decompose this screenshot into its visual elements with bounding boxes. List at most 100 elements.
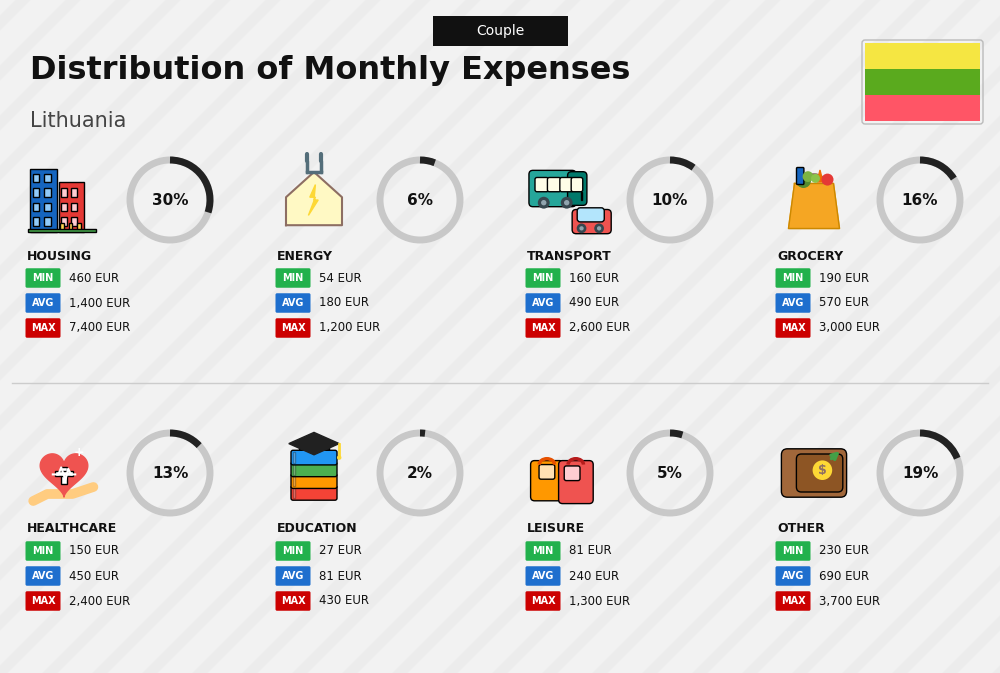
Text: MIN: MIN <box>782 546 804 556</box>
FancyBboxPatch shape <box>539 464 555 479</box>
Text: 81 EUR: 81 EUR <box>319 569 362 583</box>
Polygon shape <box>289 432 339 455</box>
Text: 460 EUR: 460 EUR <box>69 271 119 285</box>
FancyBboxPatch shape <box>526 318 560 338</box>
FancyBboxPatch shape <box>299 443 329 451</box>
Text: MAX: MAX <box>531 323 555 333</box>
Polygon shape <box>817 170 823 182</box>
Text: 690 EUR: 690 EUR <box>819 569 869 583</box>
Text: AVG: AVG <box>532 298 554 308</box>
FancyBboxPatch shape <box>60 223 64 230</box>
FancyBboxPatch shape <box>571 178 583 192</box>
FancyBboxPatch shape <box>276 318 311 338</box>
FancyBboxPatch shape <box>865 69 980 95</box>
FancyBboxPatch shape <box>796 454 843 492</box>
FancyBboxPatch shape <box>32 188 39 197</box>
Text: 230 EUR: 230 EUR <box>819 544 869 557</box>
FancyBboxPatch shape <box>28 229 96 232</box>
Polygon shape <box>40 454 88 497</box>
Text: 190 EUR: 190 EUR <box>819 271 869 285</box>
FancyBboxPatch shape <box>30 168 57 232</box>
FancyBboxPatch shape <box>581 192 582 200</box>
Text: +: + <box>74 446 85 458</box>
FancyBboxPatch shape <box>59 182 84 232</box>
Text: Distribution of Monthly Expenses: Distribution of Monthly Expenses <box>30 55 630 87</box>
FancyBboxPatch shape <box>71 188 77 197</box>
FancyBboxPatch shape <box>69 223 72 230</box>
FancyBboxPatch shape <box>865 95 980 121</box>
FancyBboxPatch shape <box>61 217 67 225</box>
Text: GROCERY: GROCERY <box>777 250 843 262</box>
Polygon shape <box>308 184 318 215</box>
Text: AVG: AVG <box>32 298 54 308</box>
Circle shape <box>796 173 811 188</box>
FancyBboxPatch shape <box>276 566 311 586</box>
Text: MIN: MIN <box>282 546 304 556</box>
Text: 30%: 30% <box>152 192 188 207</box>
FancyBboxPatch shape <box>568 172 587 205</box>
FancyBboxPatch shape <box>71 217 77 225</box>
FancyBboxPatch shape <box>293 487 295 498</box>
FancyBboxPatch shape <box>26 566 60 586</box>
Text: 2%: 2% <box>407 466 433 481</box>
FancyBboxPatch shape <box>293 464 295 474</box>
Circle shape <box>538 197 550 209</box>
Circle shape <box>577 223 586 234</box>
FancyBboxPatch shape <box>776 293 810 313</box>
Circle shape <box>561 197 573 209</box>
FancyBboxPatch shape <box>77 223 81 230</box>
FancyBboxPatch shape <box>293 452 295 463</box>
FancyBboxPatch shape <box>865 43 980 69</box>
Text: HEALTHCARE: HEALTHCARE <box>27 522 117 536</box>
Text: MIN: MIN <box>782 273 804 283</box>
Polygon shape <box>789 184 840 229</box>
Text: MIN: MIN <box>32 273 54 283</box>
Circle shape <box>822 174 834 186</box>
Text: 160 EUR: 160 EUR <box>569 271 619 285</box>
Circle shape <box>803 171 813 182</box>
Text: 1,300 EUR: 1,300 EUR <box>569 594 630 608</box>
FancyBboxPatch shape <box>529 170 576 207</box>
Text: AVG: AVG <box>282 571 304 581</box>
FancyBboxPatch shape <box>797 168 804 184</box>
FancyBboxPatch shape <box>564 466 580 481</box>
FancyBboxPatch shape <box>526 293 560 313</box>
Text: 16%: 16% <box>902 192 938 207</box>
FancyBboxPatch shape <box>291 462 337 476</box>
Text: 450 EUR: 450 EUR <box>69 569 119 583</box>
Text: MAX: MAX <box>531 596 555 606</box>
Text: HOUSING: HOUSING <box>27 250 92 262</box>
Text: 19%: 19% <box>902 466 938 481</box>
Text: 430 EUR: 430 EUR <box>319 594 369 608</box>
FancyBboxPatch shape <box>776 269 810 288</box>
Circle shape <box>337 456 341 460</box>
Text: 7,400 EUR: 7,400 EUR <box>69 322 130 334</box>
FancyBboxPatch shape <box>71 203 77 211</box>
Text: MIN: MIN <box>282 273 304 283</box>
FancyBboxPatch shape <box>526 541 560 561</box>
Text: 27 EUR: 27 EUR <box>319 544 362 557</box>
Text: OTHER: OTHER <box>777 522 825 536</box>
FancyBboxPatch shape <box>26 541 60 561</box>
FancyBboxPatch shape <box>432 16 568 46</box>
Circle shape <box>594 223 604 234</box>
Text: 54 EUR: 54 EUR <box>319 271 362 285</box>
FancyBboxPatch shape <box>55 470 73 476</box>
Text: 6%: 6% <box>407 192 433 207</box>
Text: 490 EUR: 490 EUR <box>569 297 619 310</box>
FancyBboxPatch shape <box>547 178 561 192</box>
Text: MIN: MIN <box>532 546 554 556</box>
Circle shape <box>597 226 601 231</box>
Circle shape <box>811 174 820 183</box>
FancyBboxPatch shape <box>26 318 60 338</box>
Text: MAX: MAX <box>781 323 805 333</box>
FancyBboxPatch shape <box>32 174 39 182</box>
Text: MAX: MAX <box>31 596 55 606</box>
FancyBboxPatch shape <box>44 188 50 197</box>
FancyBboxPatch shape <box>560 178 573 192</box>
FancyBboxPatch shape <box>26 269 60 288</box>
Circle shape <box>579 226 584 231</box>
FancyBboxPatch shape <box>291 450 337 465</box>
Text: MIN: MIN <box>532 273 554 283</box>
Text: EDUCATION: EDUCATION <box>277 522 358 536</box>
